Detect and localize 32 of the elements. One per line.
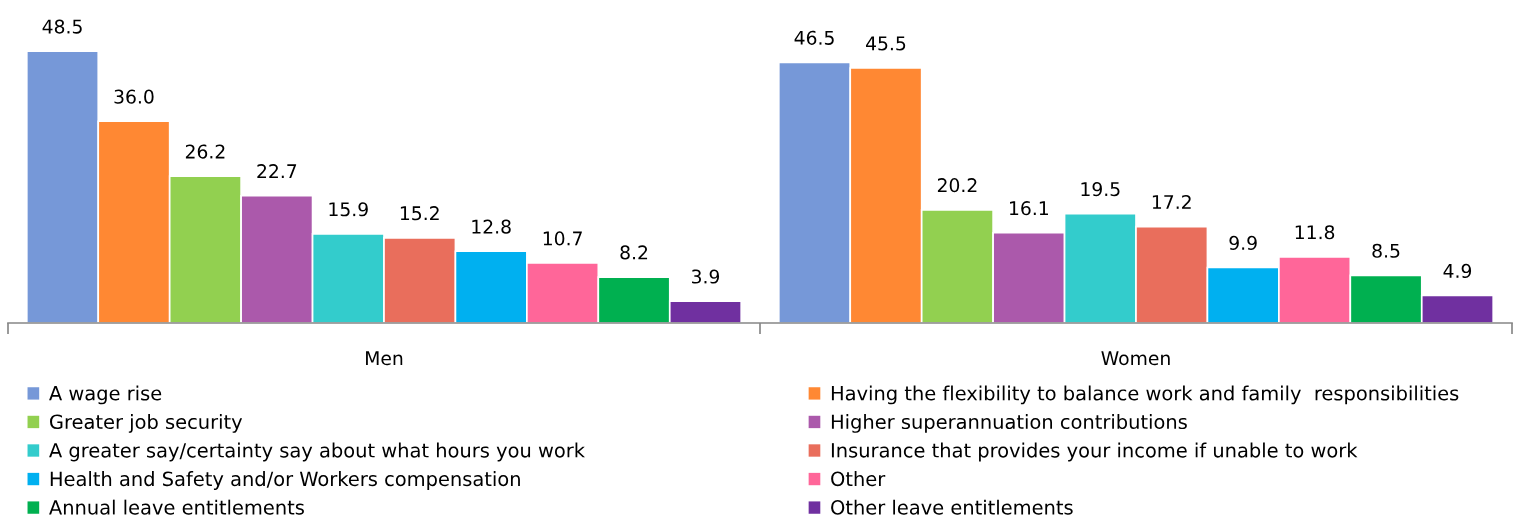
- legend-label: Having the flexibility to balance work and family responsibilities: [831, 385, 1459, 405]
- legend-label: Higher superannuation contributions: [831, 414, 1187, 433]
- data-label: 36.0: [114, 89, 154, 104]
- legend-label: Other: [831, 471, 886, 487]
- x-tick-label: Men: [366, 351, 403, 366]
- data-label: 46.5: [794, 30, 834, 45]
- legend-label: Annual leave entitlements: [49, 499, 304, 515]
- data-label: 11.8: [1295, 225, 1335, 240]
- legend-label: Greater job security: [50, 414, 243, 433]
- data-label: 16.1: [1010, 201, 1048, 216]
- data-label: 22.7: [257, 164, 297, 178]
- data-label: 17.2: [1152, 194, 1191, 209]
- data-label: 48.5: [42, 19, 82, 34]
- data-label: 15.2: [400, 206, 439, 221]
- legend-label: A greater say/certainty say about what hours you work: [49, 442, 585, 462]
- data-label: 26.2: [185, 144, 225, 159]
- data-label: 10.7: [543, 231, 582, 246]
- data-label: 8.5: [1372, 243, 1400, 258]
- legend-label: Insurance that provides your income if unable to work: [831, 442, 1358, 462]
- data-label: 19.5: [1081, 182, 1120, 197]
- data-label: 20.2: [937, 178, 977, 193]
- legend-label: A wage rise: [49, 385, 162, 405]
- data-label: 8.2: [620, 245, 648, 260]
- data-label: 45.5: [866, 36, 906, 51]
- x-tick-label: Women: [1101, 351, 1170, 366]
- data-label: 12.8: [472, 219, 511, 234]
- legend-label: Health and Safety and/or Workers compensation: [50, 471, 520, 490]
- data-label: 4.9: [1443, 263, 1472, 279]
- data-label: 9.9: [1229, 235, 1257, 250]
- data-label: 3.9: [692, 269, 720, 284]
- legend-label: Other leave entitlements: [831, 499, 1073, 515]
- data-label: 15.9: [329, 202, 368, 217]
